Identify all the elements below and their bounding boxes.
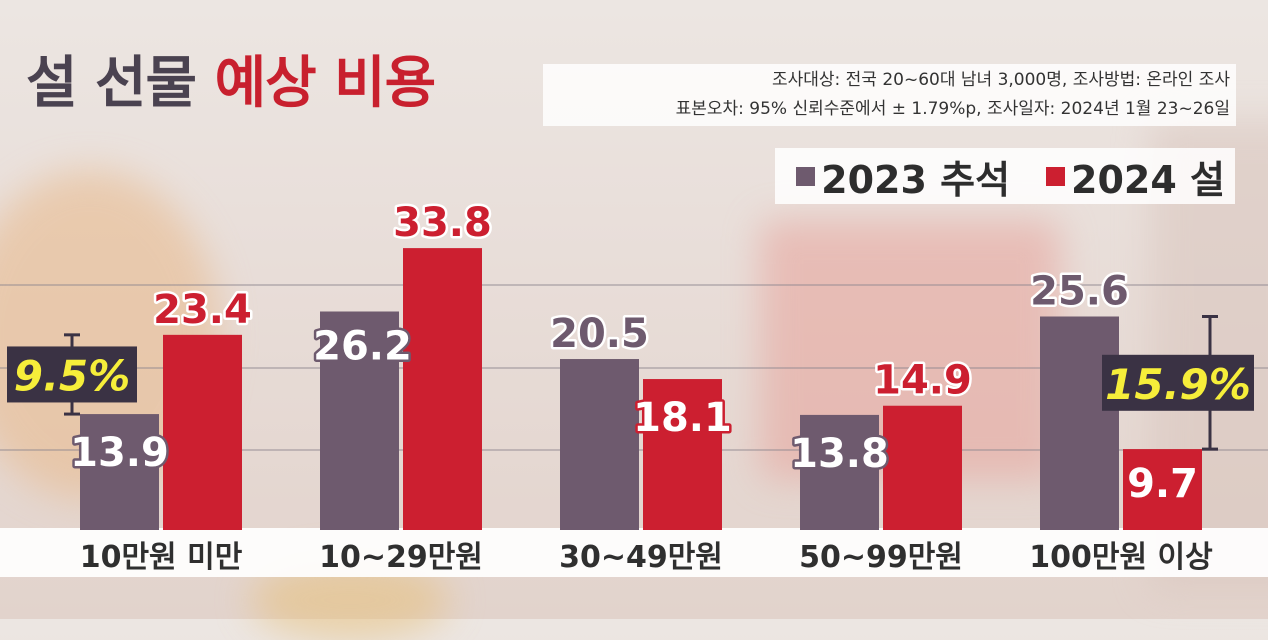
legend-label-2024: 2024 설: [1071, 157, 1225, 202]
bar-2023: [320, 311, 399, 530]
legend-swatch-2024: [1046, 166, 1066, 186]
bar-2024: [1123, 449, 1202, 530]
bar-2024: [883, 405, 962, 530]
difference-callout-box: [7, 346, 137, 403]
bar-2024: [403, 248, 482, 530]
bar-2023: [560, 359, 639, 530]
legend-label-2023: 2023 추석: [821, 157, 1011, 202]
value-label-2024: 18.1: [633, 395, 732, 441]
title-accent: 예상 비용: [214, 51, 437, 116]
survey-note-line: 조사대상: 전국 20~60대 남녀 3,000명, 조사방법: 온라인 조사: [771, 70, 1230, 90]
category-label: 100만원 이상: [1029, 540, 1213, 575]
value-label-2023: 13.8: [790, 431, 889, 477]
bar-2023: [800, 414, 879, 530]
difference-callout-box: [1102, 354, 1254, 411]
category-label: 30~49만원: [559, 540, 723, 575]
title-main: 설 선물: [26, 51, 197, 116]
survey-notes: 조사대상: 전국 20~60대 남녀 3,000명, 조사방법: 온라인 조사 …: [543, 64, 1236, 126]
value-label-2023: 13.9: [70, 430, 169, 476]
chart-title: 설 선물 예상 비용: [26, 56, 436, 112]
survey-note-line: 표본오차: 95% 신뢰수준에서 ± 1.79%p, 조사일자: 2024년 1…: [675, 99, 1230, 119]
legend-swatch-2023: [796, 166, 816, 186]
value-label-2023: 25.6: [1030, 268, 1129, 314]
value-label-2024: 23.4: [153, 287, 252, 333]
bar-2024: [643, 379, 722, 530]
difference-callout-label: 9.5%: [14, 351, 130, 400]
value-label-2023: 20.5: [550, 311, 649, 357]
category-label: 10만원 미만: [80, 540, 243, 575]
category-label: 50~99만원: [799, 540, 963, 575]
legend-item-2024: 2024 설: [1046, 149, 1225, 204]
bar-chart: 13.9 23.4 10만원 미만 26.2 33.8 10~29만원 20.5 18.1 30…: [0, 200, 1268, 575]
value-label-2024: 33.8: [393, 200, 492, 246]
legend: 2023 추석 2024 설: [775, 148, 1235, 204]
difference-callout-label: 15.9%: [1105, 360, 1251, 409]
category-label: 10~29만원: [319, 540, 483, 575]
legend-item-2023: 2023 추석: [796, 149, 1010, 204]
value-label-2024: 14.9: [873, 358, 972, 404]
bar-2023: [80, 414, 159, 530]
bar-2023: [1040, 316, 1119, 530]
category-band: [0, 528, 1268, 577]
value-label-2023: 26.2: [313, 323, 412, 369]
value-label-2024: 9.7: [1127, 461, 1198, 507]
bar-2024: [163, 334, 242, 530]
